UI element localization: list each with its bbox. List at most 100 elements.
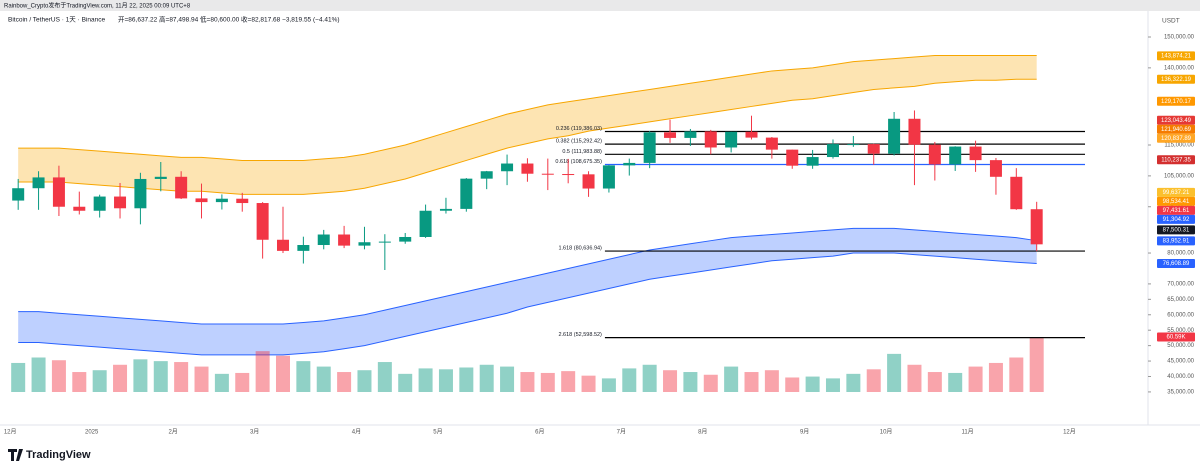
price-label-box bbox=[1157, 96, 1195, 106]
y-tick-label: 115,000.00 bbox=[1164, 143, 1194, 149]
volume-bar bbox=[479, 364, 494, 392]
candle-body bbox=[378, 241, 391, 243]
price-label: 129,170.17 bbox=[1161, 99, 1192, 105]
volume-bar bbox=[703, 374, 718, 392]
volume-bar bbox=[988, 362, 1003, 392]
volume-bar bbox=[418, 368, 433, 392]
price-label: 83,952.91 bbox=[1163, 238, 1190, 244]
price-label: 136,322.19 bbox=[1161, 77, 1192, 83]
price-label-box bbox=[1157, 115, 1195, 125]
fib-label: 0.382 (115,292.42) bbox=[556, 139, 602, 145]
volume-bar bbox=[153, 361, 168, 392]
price-label-box bbox=[1157, 124, 1195, 134]
price-label: 121,940.69 bbox=[1161, 127, 1192, 133]
price-label-box bbox=[1157, 225, 1195, 235]
candle-body bbox=[725, 131, 738, 148]
x-tick-label: 3月 bbox=[250, 429, 259, 436]
candle-body bbox=[745, 131, 758, 138]
x-tick-label: 6月 bbox=[535, 429, 544, 436]
candle-body bbox=[826, 144, 839, 158]
price-label-box bbox=[1157, 187, 1195, 197]
y-tick-label: 35,000.00 bbox=[1167, 389, 1194, 395]
volume-bar bbox=[887, 353, 902, 392]
volume-bar bbox=[642, 364, 657, 392]
price-label: 76,608.89 bbox=[1163, 261, 1190, 267]
x-tick-label: 11月 bbox=[961, 429, 973, 436]
currency: USDT bbox=[1162, 18, 1180, 25]
volume-bar bbox=[51, 360, 66, 392]
price-label: 98,534.41 bbox=[1163, 199, 1190, 205]
price-label: 110,237.35 bbox=[1161, 157, 1191, 163]
footer-bar bbox=[0, 440, 1200, 468]
candle-body bbox=[419, 210, 432, 237]
volume-bar bbox=[744, 372, 759, 392]
footer-logo: TradingView bbox=[26, 449, 91, 461]
fib-label: 1.618 (80,636.94) bbox=[558, 246, 602, 252]
candle-body bbox=[338, 234, 351, 246]
volume-bar bbox=[31, 357, 46, 392]
band-edge bbox=[18, 227, 1037, 325]
candle-body bbox=[460, 178, 473, 209]
candle-body bbox=[236, 198, 249, 204]
candle-body bbox=[93, 196, 106, 211]
price-axis: 150,000.00 140,000.00 115,000.00 105,000.00… bbox=[1148, 35, 1195, 395]
volume-bar bbox=[846, 373, 861, 392]
y-tick-label: 45,000.00 bbox=[1167, 359, 1194, 365]
volume-bar bbox=[683, 372, 698, 392]
volume-bar bbox=[194, 366, 209, 392]
candle-body bbox=[501, 163, 514, 172]
price-label-box bbox=[1157, 74, 1195, 84]
band-edge bbox=[18, 55, 1037, 161]
volume-bar bbox=[174, 362, 189, 392]
price-label: 123,043.49 bbox=[1161, 118, 1192, 124]
candle-body bbox=[908, 118, 921, 145]
x-tick-label: 12月 bbox=[1063, 429, 1076, 436]
candle-body bbox=[786, 149, 799, 166]
volume-bar bbox=[214, 373, 229, 392]
y-tick-label: 40,000.00 bbox=[1167, 374, 1194, 380]
x-tick-label: 12月 bbox=[4, 429, 17, 436]
fib-label: 0.618 (108,675.35) bbox=[555, 159, 602, 165]
price-label: 87,500.31 bbox=[1163, 227, 1190, 233]
candle-body bbox=[32, 177, 45, 189]
y-tick-label: 140,000.00 bbox=[1164, 65, 1195, 71]
y-tick-label: 80,000.00 bbox=[1167, 251, 1194, 257]
candle-body bbox=[806, 157, 819, 166]
plot: 0.236 (119,386.03) 0.382 (115,292.42) 0.5 … bbox=[4, 55, 1085, 436]
candle-body bbox=[847, 144, 860, 146]
candle-body bbox=[154, 176, 167, 179]
volume-bar bbox=[72, 372, 87, 392]
volume-bar bbox=[520, 372, 535, 392]
candle-body bbox=[175, 176, 188, 199]
volume-bar bbox=[561, 371, 576, 392]
price-label-box bbox=[1157, 133, 1195, 143]
volume-bar bbox=[1029, 337, 1044, 392]
volume-bar bbox=[1009, 357, 1024, 392]
candle-body bbox=[317, 234, 330, 246]
x-tick-label: 2月 bbox=[168, 429, 177, 436]
price-label-box bbox=[1157, 332, 1195, 342]
volume-bar bbox=[540, 372, 555, 392]
band-edge bbox=[18, 78, 1037, 195]
price-label: 143,874.21 bbox=[1161, 53, 1192, 59]
price-label: 97,431.61 bbox=[1163, 208, 1190, 214]
candle-body bbox=[12, 188, 25, 201]
candle-body bbox=[439, 208, 452, 211]
candle-body bbox=[602, 165, 615, 189]
price-label: 60.59K bbox=[1166, 335, 1185, 341]
volume-bar bbox=[948, 372, 963, 392]
volume-bar bbox=[805, 376, 820, 392]
volume-bar bbox=[927, 372, 942, 392]
candle-body bbox=[399, 236, 412, 242]
volume-bar bbox=[255, 351, 270, 392]
quote: 开=86,637.22 高=87,498.94 低=80,600.00 收=82… bbox=[118, 15, 340, 24]
band-area bbox=[18, 228, 1037, 355]
candle-body bbox=[215, 198, 228, 203]
volume-bar bbox=[296, 361, 311, 392]
volume-bar bbox=[92, 370, 107, 392]
candle-body bbox=[989, 160, 1002, 177]
y-tick-label: 70,000.00 bbox=[1167, 281, 1194, 287]
x-tick-label: 5月 bbox=[433, 429, 442, 436]
